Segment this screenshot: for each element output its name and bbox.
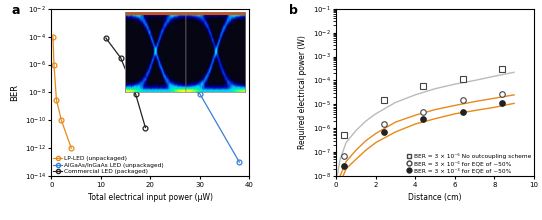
Y-axis label: Required electrical power (W): Required electrical power (W) [298, 35, 307, 149]
Legend: BER = 3 × 10⁻⁶ No outcoupling scheme, BER = 3 × 10⁻⁶ for EQE of ~50%, BER = 3 × : BER = 3 × 10⁻⁶ No outcoupling scheme, BE… [407, 153, 531, 173]
X-axis label: Distance (cm): Distance (cm) [408, 193, 462, 202]
Text: a: a [12, 4, 21, 17]
Text: b: b [289, 4, 298, 17]
Y-axis label: BER: BER [10, 84, 20, 101]
Legend: LP-LED (unpackaged), AlGaAs/InGaAs LED (unpackaged), Commercial LED (packaged): LP-LED (unpackaged), AlGaAs/InGaAs LED (… [53, 156, 164, 174]
X-axis label: Total electrical input power (μW): Total electrical input power (μW) [88, 193, 213, 202]
